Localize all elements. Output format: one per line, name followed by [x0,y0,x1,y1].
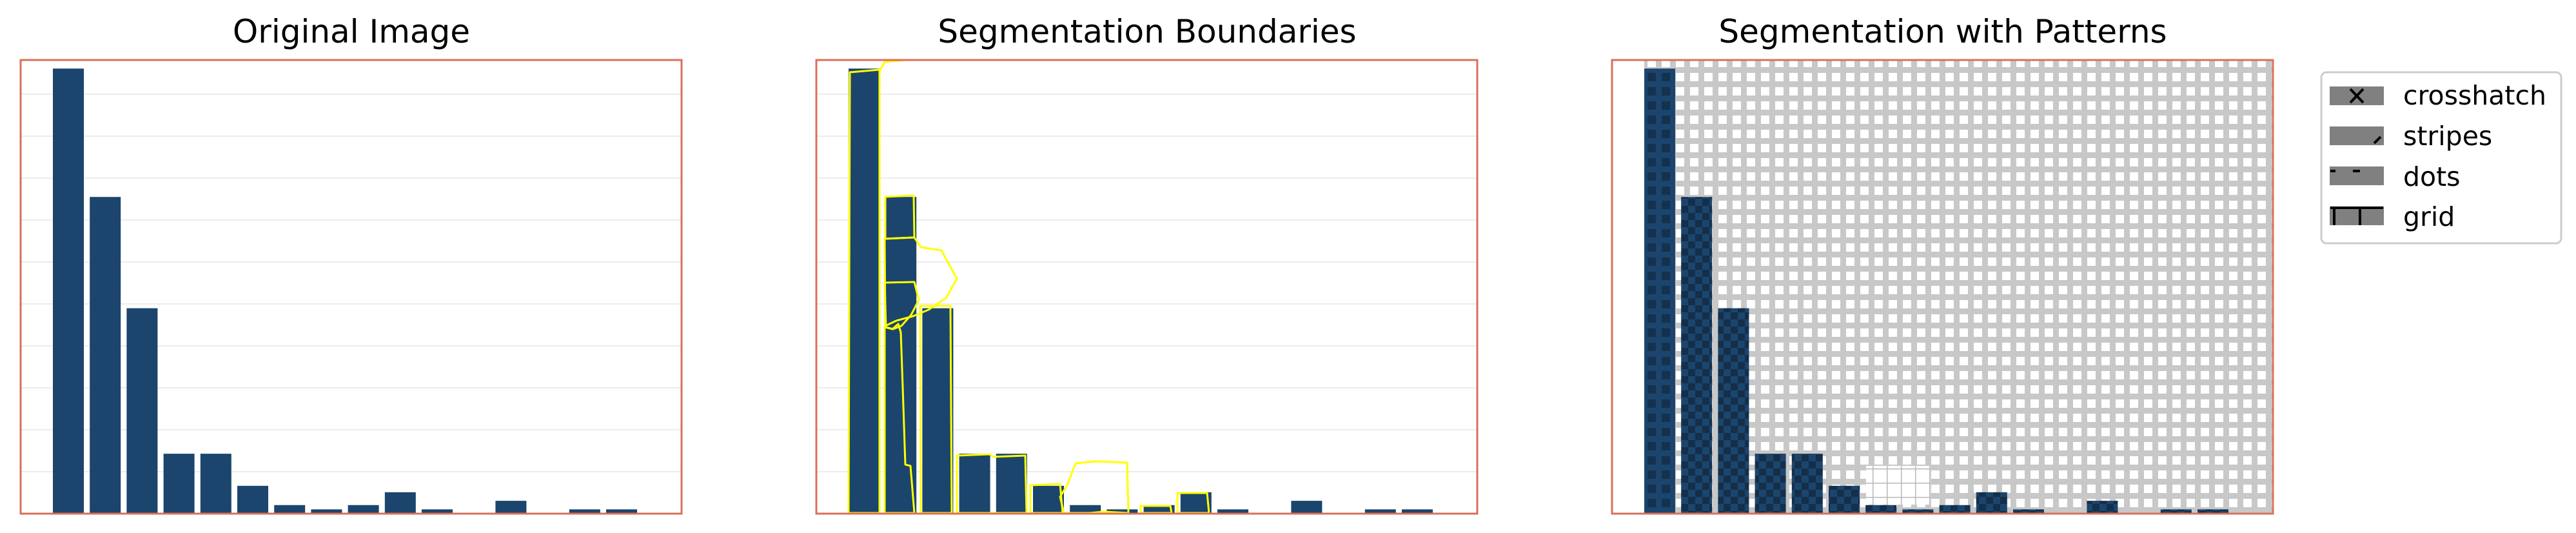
left-margin-white [1612,60,1644,514]
bar-8 [1106,509,1138,514]
bar-7 [1070,505,1101,514]
bar-8 [1902,509,1934,514]
panel-1-bars [53,68,637,514]
bar-10 [1976,492,2007,514]
panel-3-bars [1644,68,2228,514]
legend: crosshatch stripes dots grid [2320,71,2562,245]
bar-1 [1644,68,1675,514]
panel-2-boundaries [815,59,1479,515]
legend-label-crosshatch: crosshatch [2403,80,2546,111]
legend-entry-dots: dots [2330,161,2461,192]
bar-8 [311,509,342,514]
panel-1-original [19,59,683,515]
panel-3-patterns [1611,59,2274,515]
legend-label-grid: grid [2403,201,2455,232]
bar-4 [1755,454,1786,514]
bar-15 [1364,509,1396,514]
boundary-bar-2-mid [883,236,958,327]
bar-11 [422,509,453,514]
panel-3-frame [1611,59,2274,515]
legend-frame [2320,71,2562,245]
panel-1-title: Original Image [233,13,470,50]
panel-1-frame [19,59,683,515]
bar-10 [1180,492,1212,514]
panel-2-frame [815,59,1479,515]
bar-13 [1291,501,1322,514]
panel-3-title: Segmentation with Patterns [1718,13,2167,50]
bar-3 [1718,308,1749,514]
bar-10 [384,492,416,514]
legend-label-stripes: stripes [2403,121,2492,152]
dots-icon [2330,166,2384,185]
bar-9 [1939,505,1971,514]
bar-5 [1791,454,1823,514]
bar-9 [1143,505,1175,514]
bar-1 [53,68,84,514]
bar-3 [126,308,158,514]
bar-5 [200,454,231,514]
bar-7 [1865,505,1897,514]
bar-2 [1681,197,1713,514]
bar-16 [1402,509,1433,514]
bar-4 [163,454,195,514]
bar-6 [1829,485,1860,514]
bar-7 [274,505,306,514]
bar-6 [1033,485,1064,514]
light-grid-patch [1866,466,1931,505]
grid-icon [2330,206,2384,225]
bar-16 [606,509,637,514]
legend-entry-crosshatch: crosshatch [2330,80,2546,111]
bar-13 [2087,501,2118,514]
bar-1 [849,68,880,514]
bar-13 [495,501,527,514]
legend-label-dots: dots [2403,161,2461,192]
boundary-top-blip [878,59,906,72]
bar-15 [2160,509,2192,514]
legend-entry-stripes: stripes [2330,121,2492,152]
bar-4 [959,454,990,514]
bar-5 [996,454,1027,514]
bar-2 [90,197,121,514]
bar-9 [348,505,379,514]
bar-11 [2013,509,2044,514]
bar-6 [237,485,268,514]
bar-11 [1217,509,1248,514]
bar-16 [2197,509,2228,514]
bar-3 [922,308,954,514]
bar-15 [569,509,600,514]
panel-2-bars [849,68,1433,514]
crosshatch-icon [2349,88,2365,104]
panel-2-title: Segmentation Boundaries [938,13,1356,50]
legend-entry-grid: grid [2330,201,2455,232]
